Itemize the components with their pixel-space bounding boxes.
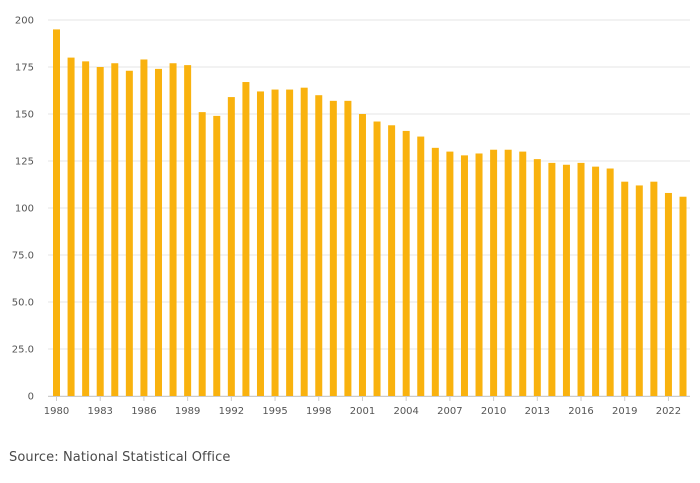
bar-2002	[373, 121, 381, 397]
x-tick-label: 2010	[481, 406, 506, 417]
bar-2014	[548, 162, 556, 396]
x-tick-label: 2016	[568, 406, 593, 417]
axes: 0 25.0 50.0 75.0 100 125 150 175 200 1980 1983 1986…	[12, 16, 690, 417]
x-tick-label: 1992	[219, 406, 244, 417]
x-tick-label: 2019	[612, 406, 637, 417]
bar-2004	[402, 130, 410, 397]
bar-2012	[519, 151, 527, 396]
x-tick-label: 1998	[306, 406, 331, 417]
bar-2019	[621, 181, 629, 396]
bar-2000	[344, 100, 352, 396]
bar-2023	[679, 196, 687, 396]
y-tick-label: 150	[15, 110, 34, 121]
bar-2011	[504, 149, 512, 396]
x-tick-label: 1995	[262, 406, 287, 417]
bar-1991	[213, 115, 221, 396]
bar-2016	[577, 162, 585, 396]
bar-1984	[111, 63, 119, 397]
bar-2008	[460, 155, 468, 396]
bar-1986	[140, 59, 148, 396]
y-tick-label: 0	[28, 392, 34, 403]
x-tick-label: 1983	[87, 406, 112, 417]
bar-1998	[315, 95, 323, 396]
bar-1993	[242, 82, 250, 396]
bar-2007	[446, 151, 454, 396]
source-note: Source: National Statistical Office	[9, 450, 231, 465]
bar-1985	[125, 70, 133, 396]
bar-2015	[562, 164, 570, 396]
bar-1980	[53, 29, 60, 397]
bar-1983	[96, 67, 104, 396]
y-tick-label: 125	[15, 157, 34, 168]
bar-1997	[300, 87, 308, 397]
bar-2005	[417, 136, 425, 396]
x-tick-label: 2013	[525, 406, 550, 417]
bar-1988	[169, 63, 177, 397]
bar-2001	[358, 114, 366, 396]
x-tick-label: 2001	[350, 406, 375, 417]
bar-1989	[184, 65, 192, 397]
bars	[53, 29, 687, 397]
bar-1982	[82, 61, 90, 397]
y-tick-label: 25.0	[12, 345, 34, 356]
bar-2022	[664, 192, 672, 396]
y-tick-label: 200	[15, 16, 34, 27]
bar-1995	[271, 89, 279, 396]
bar-2006	[431, 147, 439, 396]
bar-2017	[592, 166, 600, 396]
y-tick-label: 75.0	[12, 251, 34, 262]
bar-2013	[533, 159, 541, 396]
x-tick-label: 2007	[437, 406, 462, 417]
x-tick-label: 1986	[131, 406, 156, 417]
bar-2018	[606, 168, 614, 396]
x-tick-label: 1989	[175, 406, 200, 417]
bar-1992	[227, 97, 235, 396]
y-tick-label: 100	[15, 204, 34, 215]
bar-2003	[388, 125, 396, 396]
bar-1996	[286, 89, 294, 396]
x-tick-label: 2004	[393, 406, 418, 417]
bar-2010	[490, 149, 498, 396]
bar-1990	[198, 112, 206, 397]
bar-2021	[650, 181, 658, 396]
bar-1987	[154, 68, 162, 396]
y-tick-label: 175	[15, 63, 34, 74]
x-tick-label: 2022	[656, 406, 681, 417]
bar-2009	[475, 153, 483, 396]
bar-1994	[256, 91, 264, 396]
y-tick-label: 50.0	[12, 298, 34, 309]
bar-2020	[635, 185, 643, 396]
bar-1981	[67, 57, 75, 396]
bar-1999	[329, 100, 337, 396]
x-tick-label: 1980	[44, 406, 69, 417]
